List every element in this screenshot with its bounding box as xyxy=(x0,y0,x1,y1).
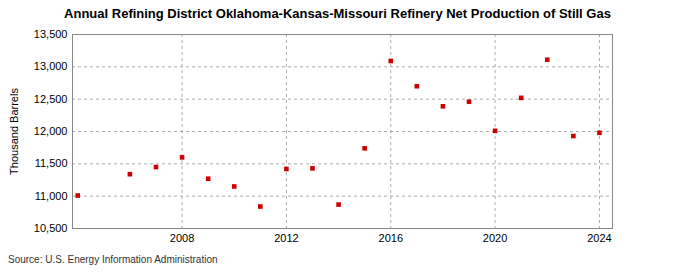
html-text:Annual Refining District Oklah: Annual Refining District Oklahoma-Kansas… xyxy=(64,6,611,21)
svg-text:2008: 2008 xyxy=(170,232,194,244)
svg-text:2020: 2020 xyxy=(483,232,507,244)
svg-text:13,000: 13,000 xyxy=(34,60,68,72)
svg-text:2012: 2012 xyxy=(274,232,298,244)
svg-text:2024: 2024 xyxy=(587,232,611,244)
svg-text:12,500: 12,500 xyxy=(34,93,68,105)
svg-text:12,000: 12,000 xyxy=(34,125,68,137)
svg-text:10,500: 10,500 xyxy=(34,222,68,234)
svg-text:13,500: 13,500 xyxy=(34,28,68,40)
svg-text:Thousand Barrels: Thousand Barrels xyxy=(8,88,20,175)
svg-text:11,000: 11,000 xyxy=(35,190,68,202)
html-text:Source: U.S. Energy Informatio: Source: U.S. Energy Information Administ… xyxy=(8,254,218,265)
svg-text:11,500: 11,500 xyxy=(35,157,68,169)
svg-text:2016: 2016 xyxy=(379,232,403,244)
